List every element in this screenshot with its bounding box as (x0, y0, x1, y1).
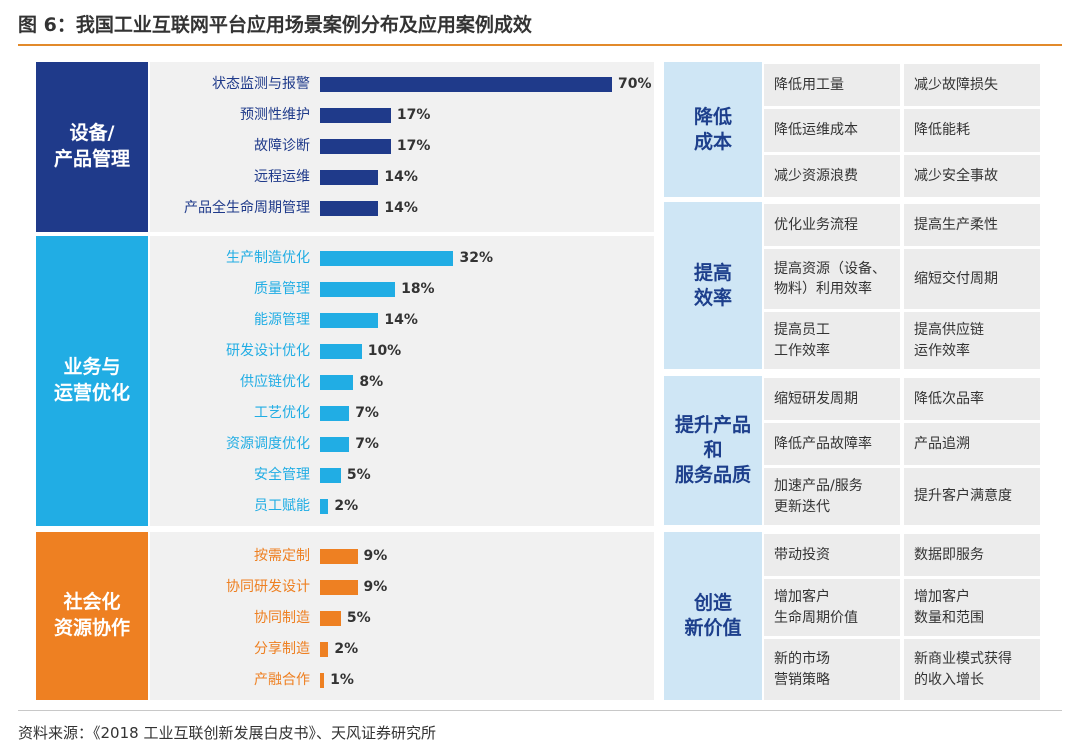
outcome-item: 带动投资 (764, 534, 900, 576)
outcome-item: 提高供应链 运作效率 (904, 312, 1040, 369)
bar-panel-bg (150, 532, 654, 700)
bar (320, 170, 379, 185)
bar-value-label: 2% (334, 498, 359, 514)
outcome-item: 降低用工量 (764, 64, 900, 106)
outcome-item: 减少资源浪费 (764, 155, 900, 197)
bar-value-label: 17% (396, 138, 431, 154)
bar-value-label: 5% (346, 610, 371, 626)
outcome-category: 创造 新价值 (664, 532, 762, 700)
outcome-item: 缩短交付周期 (904, 249, 1040, 309)
bar-label: 产品全生命周期管理 (184, 200, 310, 216)
bar (320, 406, 350, 421)
bar-value-label: 14% (384, 169, 418, 185)
outcome-item: 产品追溯 (904, 423, 1040, 465)
bar-value-label: 14% (384, 200, 418, 216)
bar (320, 201, 379, 216)
bar (320, 139, 391, 154)
bar-label: 协同制造 (254, 610, 310, 626)
bar (320, 251, 454, 266)
outcome-item: 优化业务流程 (764, 204, 900, 246)
category-block: 业务与 运营优化 (36, 236, 148, 526)
bar-value-label: 9% (363, 548, 388, 564)
outcome-item: 降低运维成本 (764, 109, 900, 152)
outcome-item: 缩短研发周期 (764, 378, 900, 420)
bar (320, 549, 358, 564)
bar (320, 499, 329, 514)
outcome-item: 降低产品故障率 (764, 423, 900, 465)
outcome-item: 降低能耗 (904, 109, 1040, 152)
outcome-item: 提高员工 工作效率 (764, 312, 900, 369)
bar-label: 分享制造 (254, 641, 310, 657)
source-divider (18, 710, 1062, 711)
bar-label: 研发设计优化 (226, 343, 310, 359)
bar-label: 状态监测与报警 (212, 76, 310, 92)
outcome-item: 提高资源（设备、 物料）利用效率 (764, 249, 900, 309)
outcome-item: 增加客户 数量和范围 (904, 579, 1040, 636)
bar (320, 642, 329, 657)
outcome-item: 数据即服务 (904, 534, 1040, 576)
category-block: 社会化 资源协作 (36, 532, 148, 700)
bar-value-label: 7% (355, 436, 379, 452)
bar-label: 工艺优化 (254, 405, 310, 421)
bar (320, 344, 362, 359)
bar-value-label: 1% (330, 672, 354, 688)
bar-value-label: 7% (355, 405, 379, 421)
outcome-item: 新商业模式获得 的收入增长 (904, 639, 1040, 700)
bar-value-label: 2% (334, 641, 359, 657)
bar-label: 资源调度优化 (226, 436, 310, 452)
outcome-category: 降低 成本 (664, 62, 762, 197)
bar-label: 产融合作 (254, 672, 310, 688)
outcome-item: 降低次品率 (904, 378, 1040, 420)
outcome-item: 新的市场 营销策略 (764, 639, 900, 700)
outcome-item: 增加客户 生命周期价值 (764, 579, 900, 636)
bar-value-label: 8% (359, 374, 384, 390)
bar (320, 673, 325, 688)
outcome-item: 减少安全事故 (904, 155, 1040, 197)
bar-value-label: 14% (384, 312, 418, 328)
title-divider (18, 44, 1062, 46)
bar-label: 远程运维 (254, 169, 310, 185)
bar-value-label: 5% (346, 467, 371, 483)
outcome-category: 提升产品 和 服务品质 (664, 376, 762, 525)
bar-value-label: 17% (396, 107, 431, 123)
bar (320, 375, 354, 390)
bar (320, 468, 341, 483)
bar-value-label: 70% (618, 76, 652, 92)
bar (320, 77, 612, 92)
bar-value-label: 9% (363, 579, 388, 595)
bar-label: 生产制造优化 (226, 250, 310, 266)
bar-value-label: 10% (367, 343, 402, 359)
bar-label: 故障诊断 (254, 138, 310, 154)
bar (320, 282, 396, 297)
bar-label: 预测性维护 (240, 107, 310, 123)
bar (320, 108, 391, 123)
bar-value-label: 32% (459, 250, 493, 266)
bar-label: 协同研发设计 (226, 579, 310, 595)
outcome-item: 提高生产柔性 (904, 204, 1040, 246)
category-block: 设备/ 产品管理 (36, 62, 148, 232)
bar (320, 313, 379, 328)
bar (320, 580, 358, 595)
outcome-item: 加速产品/服务 更新迭代 (764, 468, 900, 525)
bar-label: 安全管理 (254, 467, 310, 483)
outcome-category: 提高 效率 (664, 202, 762, 369)
bar-label: 供应链优化 (240, 374, 310, 390)
outcome-item: 提升客户满意度 (904, 468, 1040, 525)
bar-label: 能源管理 (254, 312, 310, 328)
bar-label: 按需定制 (254, 548, 310, 564)
source-note: 资料来源：《2018 工业互联创新发展白皮书》、天风证券研究所 (18, 724, 436, 742)
bar-panel-bg (150, 236, 654, 526)
bar (320, 437, 350, 452)
bar (320, 611, 341, 626)
outcome-item: 减少故障损失 (904, 64, 1040, 106)
bar-label: 质量管理 (254, 281, 310, 297)
figure-title: 图 6：我国工业互联网平台应用场景案例分布及应用案例成效 (18, 14, 532, 36)
bar-label: 员工赋能 (254, 498, 310, 514)
bar-value-label: 18% (401, 281, 435, 297)
